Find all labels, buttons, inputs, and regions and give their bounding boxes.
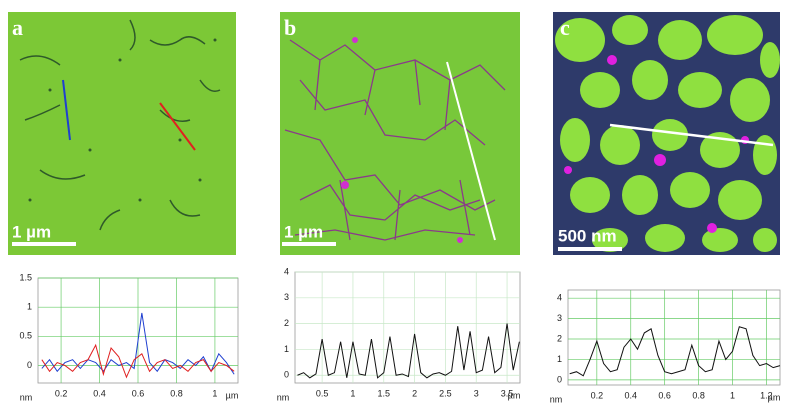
x-tick-label: 1 [730, 390, 735, 400]
x-tick-label: 1.5 [378, 388, 391, 398]
y-tick-label: 0.5 [19, 331, 32, 341]
y-tick-label: 1.5 [19, 272, 32, 282]
x-unit: µm [768, 392, 781, 402]
x-unit: µm [508, 390, 521, 400]
x-tick-label: 2.5 [439, 388, 452, 398]
panel-label: a [12, 15, 23, 40]
y-tick-label: 1 [284, 344, 289, 354]
x-tick-label: 0.4 [93, 388, 106, 398]
profile-line [297, 323, 520, 379]
y-tick-label: 2 [284, 318, 289, 328]
y-tick-label: 3 [557, 313, 562, 323]
y-tick-label: 4 [557, 293, 562, 303]
x-tick-label: 3 [474, 388, 479, 398]
x-unit: µm [226, 390, 239, 400]
y-tick-label: 4 [284, 266, 289, 276]
profile-line [41, 312, 235, 375]
y-tick-label: 0 [557, 374, 562, 384]
x-tick-label: 0.2 [55, 388, 68, 398]
x-tick-label: 0.4 [624, 390, 637, 400]
x-tick-label: 0.2 [591, 390, 604, 400]
y-tick-label: 0 [27, 360, 32, 370]
x-tick-label: 3.5 [501, 388, 514, 398]
profile-line [41, 343, 235, 379]
x-tick-label: 1.2 [760, 390, 773, 400]
scale-bar-label: 1 µm [12, 222, 51, 241]
y-unit: nm [20, 392, 33, 402]
x-tick-label: 1 [212, 388, 217, 398]
x-tick-label: 0.6 [132, 388, 145, 398]
x-tick-label: 0.6 [658, 390, 671, 400]
x-tick-label: 0.8 [692, 390, 705, 400]
scale-bar-label: 1 µm [284, 222, 323, 241]
y-unit: nm [277, 392, 290, 402]
y-tick-label: 1 [557, 354, 562, 364]
afm-image-a: a 1 µm [8, 12, 236, 255]
x-tick-label: 0.8 [170, 388, 183, 398]
y-tick-label: 3 [284, 292, 289, 302]
x-tick-label: 2 [412, 388, 417, 398]
profile-line [569, 326, 781, 377]
y-unit: nm [550, 394, 563, 404]
x-tick-label: 0.5 [316, 388, 329, 398]
panel-label: c [560, 15, 570, 40]
plot-area [567, 289, 781, 386]
plot-area [294, 271, 521, 384]
afm-image-b: b 1 µm [280, 12, 520, 255]
y-tick-label: 1 [27, 302, 32, 312]
x-tick-label: 1 [350, 388, 355, 398]
panel-label: b [284, 15, 296, 40]
y-tick-label: 0 [284, 370, 289, 380]
y-tick-label: 2 [557, 333, 562, 343]
afm-image-c: c 500 nm [553, 12, 780, 255]
scale-bar-label: 500 nm [558, 226, 617, 245]
